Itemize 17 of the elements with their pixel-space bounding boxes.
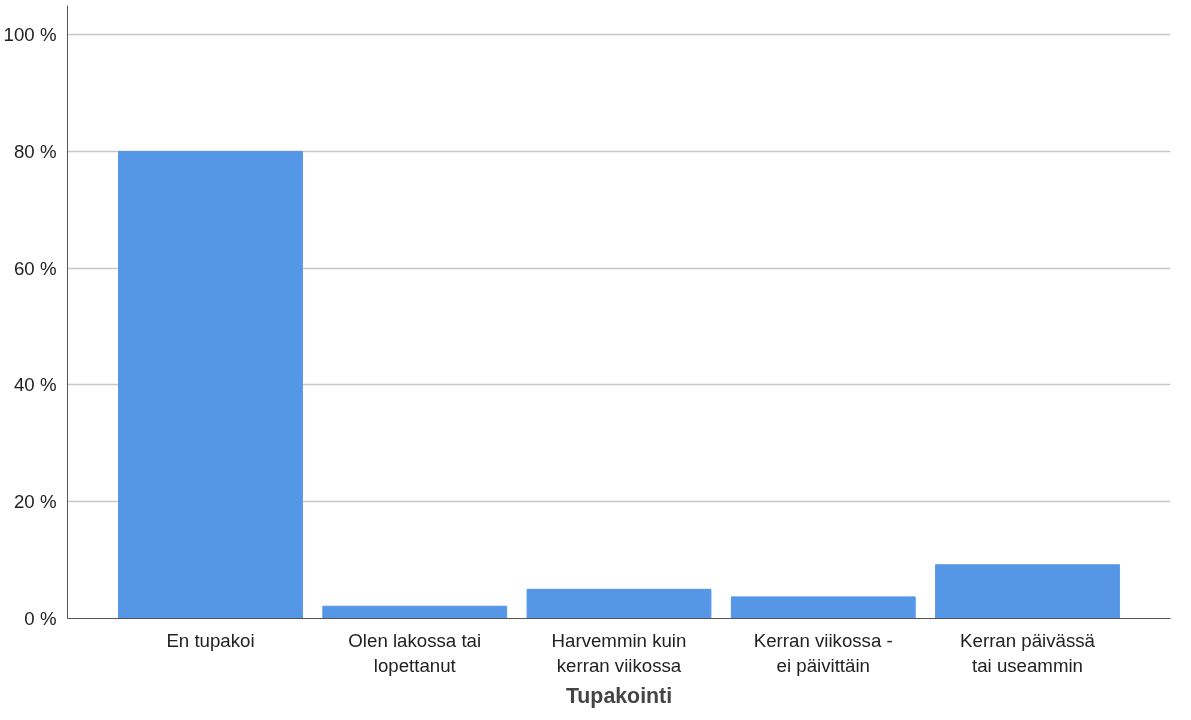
bar (935, 564, 1120, 619)
y-tick-label: 60 % (13, 257, 57, 279)
y-tick-label: 100 % (3, 24, 57, 46)
bar (118, 150, 303, 619)
y-tick-label: 40 % (13, 374, 57, 396)
x-tick-label: Harvemmin kuin kerran viikossa (551, 629, 687, 676)
x-tick-label: Kerran päivässä tai useammin (960, 629, 1096, 676)
bar (730, 596, 916, 619)
x-tick-label: En tupakoi (166, 629, 255, 651)
bar (322, 605, 508, 619)
y-tick-label: 0 % (24, 608, 57, 629)
y-tick-label: 80 % (13, 140, 57, 162)
x-tick-label: Olen lakossa tai lopettanut (348, 629, 482, 676)
x-axis-title: Tupakointi (565, 683, 673, 708)
y-tick-label: 20 % (13, 491, 57, 513)
bar (526, 588, 712, 619)
x-tick-label: Kerran viikossa - ei päivittäin (753, 629, 893, 676)
